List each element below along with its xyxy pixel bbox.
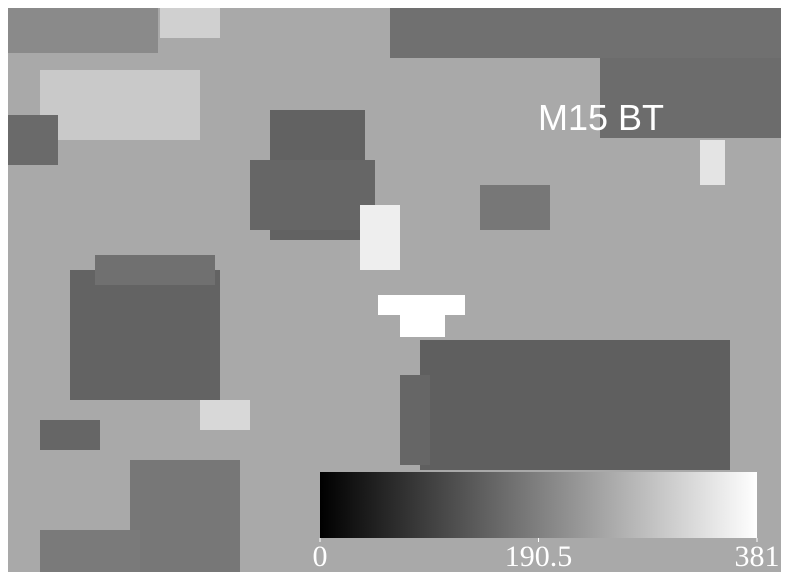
tick-label: 0 [313, 540, 328, 573]
band-label: M15 BT [538, 97, 664, 138]
tick-label: 381 [735, 540, 780, 573]
tick-label: 190.5 [505, 540, 573, 573]
colorbar-ticks: 0 190.5 381 [313, 538, 780, 573]
image-pixels [8, 8, 781, 572]
colorbar [320, 472, 757, 538]
